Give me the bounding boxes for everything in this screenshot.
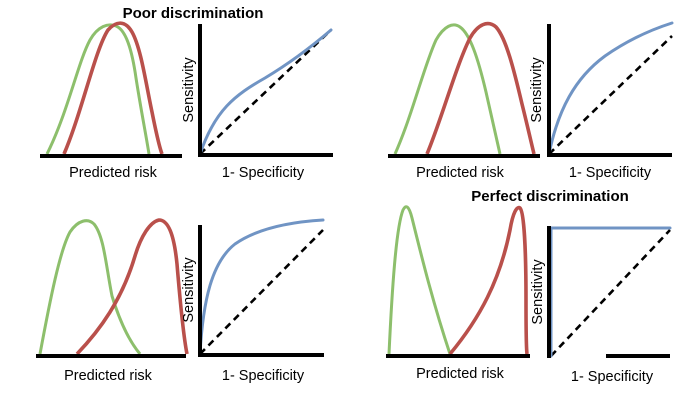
x-axis-label: 1- Specificity bbox=[571, 369, 654, 385]
x-axis-label: Predicted risk bbox=[69, 165, 158, 181]
reference-diagonal bbox=[548, 35, 673, 155]
panel-moderate-discrimination: Predicted risk Sensitivity 1- Specificit… bbox=[388, 21, 674, 181]
roc-curve bbox=[198, 218, 325, 356]
risk-distribution-plot: Predicted risk bbox=[388, 21, 540, 181]
x-axis-label: 1- Specificity bbox=[569, 165, 652, 181]
non-event-curve bbox=[393, 23, 502, 155]
roc-curve bbox=[547, 21, 674, 156]
reference-diagonal bbox=[550, 229, 671, 357]
risk-distribution-plot: Predicted risk bbox=[40, 21, 182, 181]
non-event-curve bbox=[45, 23, 151, 155]
event-curve bbox=[62, 21, 164, 155]
y-axis-label: Sensitivity bbox=[181, 257, 197, 323]
event-curve bbox=[425, 21, 536, 155]
panel-title: Poor discrimination bbox=[123, 5, 264, 22]
risk-distribution-plot: Predicted risk bbox=[386, 205, 530, 382]
panel-title: Perfect discrimination bbox=[471, 188, 629, 205]
panel-poor-discrimination: Poor discrimination Predicted risk Sensi… bbox=[40, 5, 333, 181]
event-curve bbox=[448, 205, 529, 356]
roc-plot: Sensitivity 1- Specificity bbox=[181, 218, 325, 384]
x-axis-label: Predicted risk bbox=[416, 366, 505, 382]
risk-distribution-plot: Predicted risk bbox=[36, 218, 189, 384]
panel-perfect-discrimination: Perfect discrimination Predicted risk Se… bbox=[386, 188, 672, 385]
x-axis-label: Predicted risk bbox=[416, 165, 505, 181]
reference-diagonal bbox=[199, 229, 324, 355]
reference-diagonal bbox=[199, 29, 332, 155]
roc-plot: Sensitivity 1- Specificity bbox=[530, 226, 672, 385]
x-axis-label: 1- Specificity bbox=[222, 368, 305, 384]
y-axis-label: Sensitivity bbox=[529, 57, 545, 123]
non-event-curve bbox=[38, 219, 142, 355]
x-axis-label: 1- Specificity bbox=[222, 165, 305, 181]
y-axis-label: Sensitivity bbox=[181, 57, 197, 123]
y-axis-label: Sensitivity bbox=[530, 259, 546, 325]
event-curve bbox=[75, 218, 189, 356]
roc-curve bbox=[198, 28, 333, 156]
panel-good-discrimination: Predicted risk Sensitivity 1- Specificit… bbox=[36, 218, 325, 384]
x-axis-label: Predicted risk bbox=[64, 368, 153, 384]
roc-plot: Sensitivity 1- Specificity bbox=[181, 24, 333, 181]
non-event-curve bbox=[387, 205, 452, 355]
roc-plot: Sensitivity 1- Specificity bbox=[529, 21, 674, 181]
